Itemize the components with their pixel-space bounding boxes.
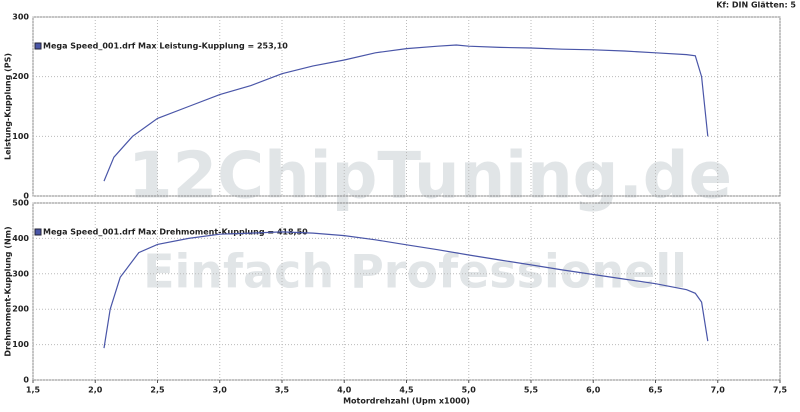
y-tick-label: 100 — [12, 132, 29, 141]
y-tick-label: 200 — [12, 305, 29, 314]
line — [103, 44, 709, 182]
watermark: 12ChipTuning.de — [128, 140, 732, 214]
x-tick-label: 3,0 — [213, 386, 228, 395]
y-axis-label: Drehmoment-Kupplung (Nm) — [4, 226, 13, 356]
x-axis-label: Motordrehzahl (Upm x1000) — [343, 397, 470, 406]
y-tick-label: 200 — [12, 72, 29, 81]
y-tick-label: 300 — [12, 269, 29, 278]
x-tick-label: 6,5 — [648, 386, 663, 395]
legend-label: Mega Speed_001.drf Max Drehmoment-Kupplu… — [43, 228, 308, 237]
y-tick-label: 0 — [23, 192, 29, 201]
y-tick-label: 0 — [23, 376, 29, 385]
legend-swatch — [34, 228, 42, 236]
line — [103, 231, 709, 349]
x-tick-label: 3,5 — [275, 386, 290, 395]
x-tick-label: 2,5 — [150, 386, 165, 395]
x-tick-label: 4,5 — [399, 386, 414, 395]
y-tick-label: 400 — [12, 234, 29, 243]
y-axis-label: Leistung-Kupplung (PS) — [4, 53, 13, 160]
x-tick-label: 4,0 — [337, 386, 352, 395]
y-tick-label: 500 — [12, 199, 29, 208]
x-tick-label: 1,5 — [26, 386, 41, 395]
x-tick-label: 2,0 — [88, 386, 103, 395]
x-tick-label: 6,0 — [586, 386, 601, 395]
watermark: Einfach Professionell — [143, 245, 687, 299]
y-tick-label: 300 — [12, 13, 29, 22]
x-tick-label: 7,5 — [773, 386, 788, 395]
legend-swatch — [34, 42, 42, 50]
x-tick-label: 5,5 — [524, 386, 539, 395]
x-tick-label: 5,0 — [462, 386, 477, 395]
x-tick-label: 7,0 — [711, 386, 726, 395]
header: Kf: DIN Glätten: 5 — [716, 1, 796, 10]
legend-label: Mega Speed_001.drf Max Leistung-Kupplung… — [43, 42, 288, 51]
y-tick-label: 100 — [12, 340, 29, 349]
